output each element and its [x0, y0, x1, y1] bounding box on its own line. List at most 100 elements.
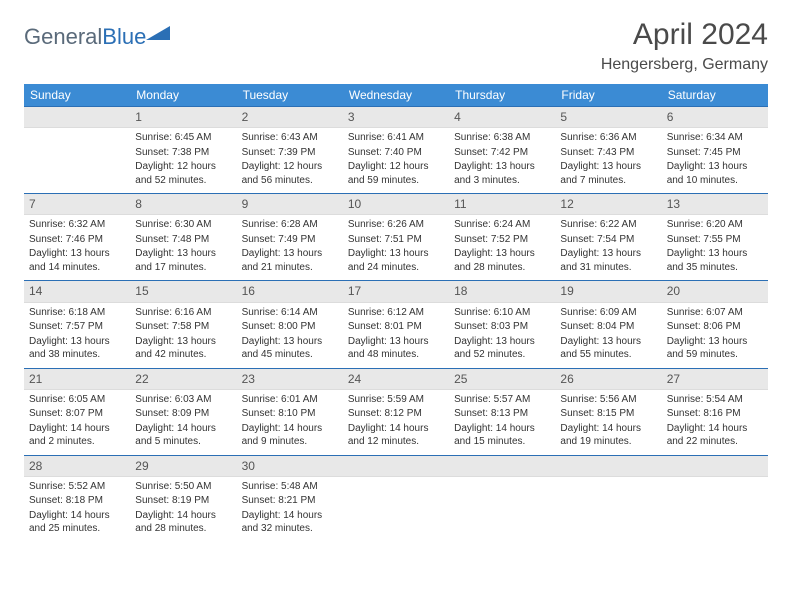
sunrise-line: Sunrise: 6:41 AM: [348, 131, 444, 145]
sunset-line: Sunset: 8:07 PM: [29, 407, 125, 421]
week-row: 7 Sunrise: 6:32 AMSunset: 7:46 PM Daylight…: [24, 194, 768, 281]
day-cell: [555, 455, 661, 542]
sunset-line: Sunset: 7:51 PM: [348, 233, 444, 247]
daylight-line: Daylight: 13 hours and 42 minutes.: [135, 335, 231, 362]
day-cell: 13Sunrise: 6:20 AMSunset: 7:55 PMDayligh…: [662, 194, 768, 281]
day-number: 9: [237, 194, 343, 215]
day-number: 20: [662, 281, 768, 302]
logo-triangle-icon: [146, 24, 170, 49]
sunset-line: Sunset: 7:52 PM: [454, 233, 550, 247]
day-cell: 19Sunrise: 6:09 AMSunset: 8:04 PMDayligh…: [555, 281, 661, 368]
title-block: April 2024 Hengersberg, Germany: [601, 18, 768, 74]
sunrise-line: Sunrise: 5:52 AM: [29, 480, 125, 494]
day-number: 29: [130, 456, 236, 477]
daylight-line: Daylight: 13 hours and 48 minutes.: [348, 335, 444, 362]
day-number: 11: [449, 194, 555, 215]
daylight-line: Daylight: 14 hours and 25 minutes.: [29, 509, 125, 536]
sunrise-line: Sunrise: 6:43 AM: [242, 131, 338, 145]
day-body: Sunrise: 6:10 AMSunset: 8:03 PMDaylight:…: [449, 303, 555, 368]
sunrise-line: Sunrise: 6:07 AM: [667, 306, 763, 320]
day-cell: 23Sunrise: 6:01 AMSunset: 8:10 PMDayligh…: [237, 368, 343, 455]
day-cell: 30Sunrise: 5:48 AMSunset: 8:21 PMDayligh…: [237, 455, 343, 542]
day-cell: [449, 455, 555, 542]
sunrise-line: Sunrise: 6:32 AM: [29, 218, 125, 232]
day-number: 13: [662, 194, 768, 215]
weekday-header-row: SundayMondayTuesdayWednesdayThursdayFrid…: [24, 84, 768, 107]
sunset-line: Sunset: 8:12 PM: [348, 407, 444, 421]
day-number: 21: [24, 369, 130, 390]
day-cell: 25Sunrise: 5:57 AMSunset: 8:13 PMDayligh…: [449, 368, 555, 455]
sunrise-line: Sunrise: 5:56 AM: [560, 393, 656, 407]
logo-part2: Blue: [102, 24, 146, 49]
day-body: Sunrise: 6:34 AMSunset: 7:45 PMDaylight:…: [662, 128, 768, 193]
day-body: Sunrise: 6:18 AMSunset: 7:57 PMDaylight:…: [24, 303, 130, 368]
day-cell: 8Sunrise: 6:30 AMSunset: 7:48 PMDaylight…: [130, 194, 236, 281]
daylight-line: Daylight: 13 hours and 28 minutes.: [454, 247, 550, 274]
sunset-line: Sunset: 7:48 PM: [135, 233, 231, 247]
day-cell: 9Sunrise: 6:28 AMSunset: 7:49 PMDaylight…: [237, 194, 343, 281]
day-body: Sunrise: 6:30 AMSunset: 7:48 PMDaylight:…: [130, 215, 236, 280]
day-number: 7: [24, 194, 130, 215]
sunset-line: Sunset: 7:46 PM: [29, 233, 125, 247]
sunrise-line: Sunrise: 6:38 AM: [454, 131, 550, 145]
logo-text: GeneralBlue: [24, 24, 146, 50]
sunset-line: Sunset: 7:39 PM: [242, 146, 338, 160]
sunset-line: Sunset: 8:01 PM: [348, 320, 444, 334]
day-body: Sunrise: 6:09 AMSunset: 8:04 PMDaylight:…: [555, 303, 661, 368]
day-number: 14: [24, 281, 130, 302]
day-body: Sunrise: 6:22 AMSunset: 7:54 PMDaylight:…: [555, 215, 661, 280]
daylight-line: Daylight: 14 hours and 22 minutes.: [667, 422, 763, 449]
week-row: 1Sunrise: 6:45 AMSunset: 7:38 PMDaylight…: [24, 107, 768, 194]
sunrise-line: Sunrise: 6:28 AM: [242, 218, 338, 232]
day-number: 24: [343, 369, 449, 390]
day-body: Sunrise: 6:12 AMSunset: 8:01 PMDaylight:…: [343, 303, 449, 368]
sunrise-line: Sunrise: 5:57 AM: [454, 393, 550, 407]
day-body: Sunrise: 6:16 AMSunset: 7:58 PMDaylight:…: [130, 303, 236, 368]
sunrise-line: Sunrise: 6:24 AM: [454, 218, 550, 232]
day-number: 8: [130, 194, 236, 215]
day-cell: 20Sunrise: 6:07 AMSunset: 8:06 PMDayligh…: [662, 281, 768, 368]
daylight-line: Daylight: 13 hours and 7 minutes.: [560, 160, 656, 187]
sunset-line: Sunset: 8:13 PM: [454, 407, 550, 421]
sunset-line: Sunset: 7:38 PM: [135, 146, 231, 160]
day-body: Sunrise: 5:48 AMSunset: 8:21 PMDaylight:…: [237, 477, 343, 542]
daylight-line: Daylight: 14 hours and 19 minutes.: [560, 422, 656, 449]
daylight-line: Daylight: 13 hours and 21 minutes.: [242, 247, 338, 274]
sunset-line: Sunset: 8:19 PM: [135, 494, 231, 508]
daylight-line: Daylight: 13 hours and 45 minutes.: [242, 335, 338, 362]
day-body: Sunrise: 6:24 AMSunset: 7:52 PMDaylight:…: [449, 215, 555, 280]
day-body: Sunrise: 6:20 AMSunset: 7:55 PMDaylight:…: [662, 215, 768, 280]
day-number: 22: [130, 369, 236, 390]
sunrise-line: Sunrise: 5:48 AM: [242, 480, 338, 494]
day-number: 4: [449, 107, 555, 128]
sunset-line: Sunset: 8:06 PM: [667, 320, 763, 334]
sunset-line: Sunset: 8:09 PM: [135, 407, 231, 421]
daylight-line: Daylight: 13 hours and 59 minutes.: [667, 335, 763, 362]
day-cell: 14Sunrise: 6:18 AMSunset: 7:57 PMDayligh…: [24, 281, 130, 368]
day-body: Sunrise: 6:05 AMSunset: 8:07 PMDaylight:…: [24, 390, 130, 455]
day-cell: 3Sunrise: 6:41 AMSunset: 7:40 PMDaylight…: [343, 107, 449, 194]
day-cell: [24, 107, 130, 194]
weekday-header: Monday: [130, 84, 236, 107]
daylight-line: Daylight: 14 hours and 5 minutes.: [135, 422, 231, 449]
calendar-table: SundayMondayTuesdayWednesdayThursdayFrid…: [24, 84, 768, 542]
daylight-line: Daylight: 14 hours and 2 minutes.: [29, 422, 125, 449]
day-cell: 26Sunrise: 5:56 AMSunset: 8:15 PMDayligh…: [555, 368, 661, 455]
day-cell: 1Sunrise: 6:45 AMSunset: 7:38 PMDaylight…: [130, 107, 236, 194]
week-row: 21Sunrise: 6:05 AMSunset: 8:07 PMDayligh…: [24, 368, 768, 455]
day-number: 17: [343, 281, 449, 302]
calendar-body: 1Sunrise: 6:45 AMSunset: 7:38 PMDaylight…: [24, 107, 768, 542]
sunset-line: Sunset: 7:45 PM: [667, 146, 763, 160]
daylight-line: Daylight: 13 hours and 52 minutes.: [454, 335, 550, 362]
day-cell: 21Sunrise: 6:05 AMSunset: 8:07 PMDayligh…: [24, 368, 130, 455]
daylight-line: Daylight: 13 hours and 17 minutes.: [135, 247, 231, 274]
day-body: Sunrise: 6:45 AMSunset: 7:38 PMDaylight:…: [130, 128, 236, 193]
day-number: 2: [237, 107, 343, 128]
day-number: 5: [555, 107, 661, 128]
sunrise-line: Sunrise: 6:22 AM: [560, 218, 656, 232]
day-body: Sunrise: 6:07 AMSunset: 8:06 PMDaylight:…: [662, 303, 768, 368]
sunset-line: Sunset: 7:57 PM: [29, 320, 125, 334]
day-cell: 16Sunrise: 6:14 AMSunset: 8:00 PMDayligh…: [237, 281, 343, 368]
day-number: 27: [662, 369, 768, 390]
sunrise-line: Sunrise: 6:10 AM: [454, 306, 550, 320]
